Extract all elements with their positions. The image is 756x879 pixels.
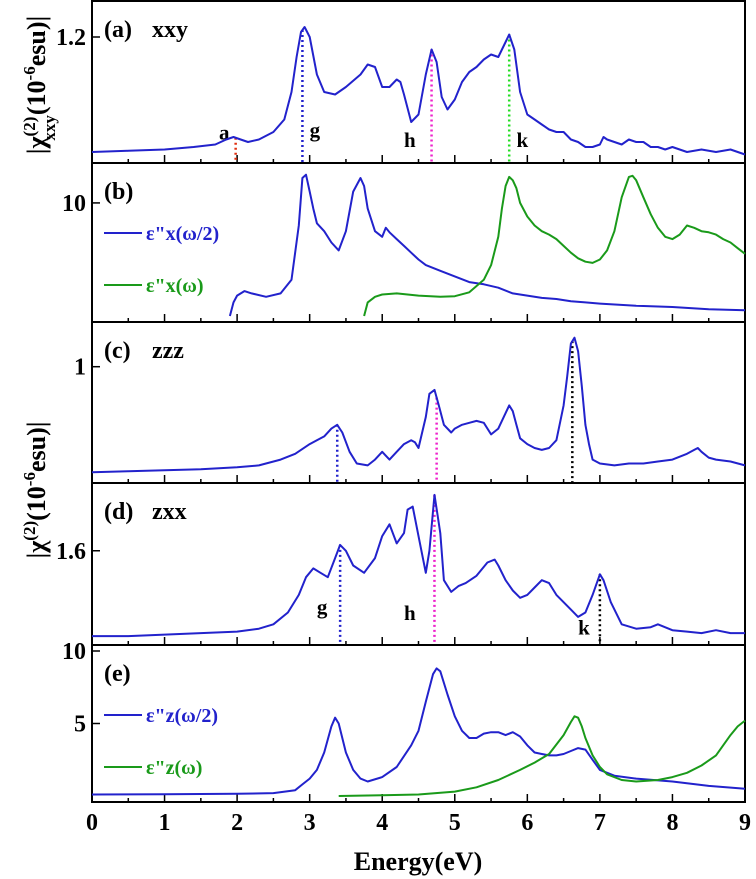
marker-label-a: a xyxy=(219,121,230,145)
legend-entry-1: ε"z(ω) xyxy=(146,757,202,779)
panel-label-e: (e) xyxy=(104,661,131,687)
panel-name-d: zxx xyxy=(152,499,187,525)
x-tick-label: 4 xyxy=(376,810,388,836)
panel-name-a: xxy xyxy=(152,17,188,43)
panel-a: 1.2 a g h k (a) xxy xyxy=(56,0,746,164)
marker-label-k: k xyxy=(578,616,590,640)
series-b-1 xyxy=(363,174,746,317)
y-tick-label: 10 xyxy=(62,639,86,665)
x-tick-label: 3 xyxy=(304,810,316,836)
panel-frame xyxy=(91,0,746,164)
marker-label-g: g xyxy=(317,595,328,619)
series-c-0 xyxy=(91,336,746,474)
x-tick-label: 0 xyxy=(86,810,98,836)
marker-label-k: k xyxy=(516,128,528,152)
panel-frame xyxy=(91,321,746,484)
legend-entry-0: ε"z(ω/2) xyxy=(146,705,218,727)
y-axis-title-middle: |χ(2)(10-6esu)| xyxy=(20,422,51,559)
panel-d: 1.6 g h k (d) zxx xyxy=(56,482,746,646)
x-tick-label: 9 xyxy=(739,810,751,836)
marker-label-g: g xyxy=(310,118,321,142)
y-tick-label: 5 xyxy=(74,712,86,738)
panel-b: 10 (b) ε"x(ω/2) ε"x(ω) xyxy=(62,162,746,323)
x-tick-label: 5 xyxy=(449,810,461,836)
panel-label-a: (a) xyxy=(104,17,132,43)
series-d-0 xyxy=(92,493,745,638)
panel-frame xyxy=(91,482,746,646)
panel-e: 10 5 (e) ε"z(ω/2) ε"z(ω) xyxy=(62,639,746,803)
series-a-0 xyxy=(91,26,746,156)
x-tick-label: 1 xyxy=(159,810,171,836)
x-axis-title: Energy(eV) xyxy=(354,847,483,876)
x-tick-label: 8 xyxy=(666,810,678,836)
series-e-1 xyxy=(338,715,746,797)
y-axis-title-top: |χ(2)xxy(10-6esu)| xyxy=(20,16,59,154)
marker-label-h: h xyxy=(404,601,416,625)
y-tick-label: 1.6 xyxy=(56,539,86,565)
marker-label-h: h xyxy=(404,128,416,152)
panel-label-b: (b) xyxy=(104,179,133,205)
legend-entry-0: ε"x(ω/2) xyxy=(146,223,219,245)
series-e-0 xyxy=(91,667,746,796)
panel-label-c: (c) xyxy=(104,338,131,364)
panel-c: 1 (c) zzz xyxy=(74,321,746,484)
x-tick-label: 6 xyxy=(521,810,533,836)
y-tick-label: 10 xyxy=(62,191,86,217)
panel-label-d: (d) xyxy=(104,499,133,525)
series-b-0 xyxy=(228,173,746,317)
x-tick-label: 7 xyxy=(594,810,606,836)
panel-name-c: zzz xyxy=(152,338,184,364)
y-tick-label: 1 xyxy=(74,355,86,381)
legend-entry-1: ε"x(ω) xyxy=(146,275,204,297)
x-tick-label: 2 xyxy=(231,810,243,836)
y-tick-label: 1.2 xyxy=(56,25,86,51)
